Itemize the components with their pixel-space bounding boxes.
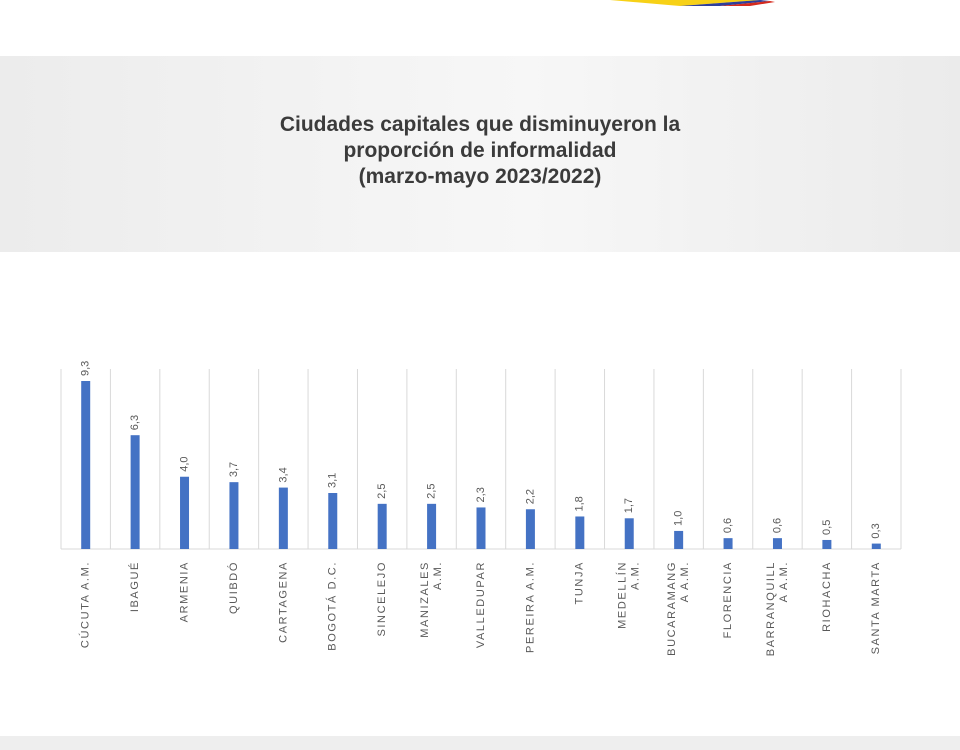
category-tick-label: CÚCUTA A.M. <box>79 561 92 648</box>
chart-title-line: proporción de informalidad <box>343 138 617 162</box>
bar <box>328 493 338 549</box>
bar <box>278 487 288 549</box>
category-tick-label: CARTAGENA <box>277 561 289 643</box>
data-label: 9,3 <box>80 361 92 376</box>
data-label: 2,3 <box>475 487 487 502</box>
bar <box>772 538 782 549</box>
data-label: 3,7 <box>228 462 240 477</box>
bar <box>723 538 733 549</box>
category-tick-label: SINCELEJO <box>376 561 388 637</box>
category-tick-label: RIOHACHA <box>821 561 833 632</box>
bar <box>674 530 684 549</box>
data-label: 1,7 <box>623 498 635 513</box>
colombia-flag-ribbon <box>610 0 775 6</box>
data-label: 0,5 <box>821 520 833 535</box>
category-tick-label: A A.M. <box>679 561 691 602</box>
bar <box>81 381 91 549</box>
category-tick-label: A.M. <box>630 561 642 590</box>
bar <box>871 543 881 549</box>
bar <box>525 509 535 549</box>
chart-title-line: (marzo-mayo 2023/2022) <box>358 164 602 188</box>
data-label: 6,3 <box>129 415 141 430</box>
category-tick-label: A.M. <box>432 561 444 590</box>
category-tick-label: TUNJA <box>574 561 586 604</box>
category-tick-label: BARRANQUILL <box>765 561 777 656</box>
category-tick-label: A A.M. <box>778 561 790 602</box>
data-label: 3,4 <box>277 467 289 482</box>
data-label: 1,8 <box>574 496 586 511</box>
title-band <box>0 56 960 252</box>
category-tick-label: VALLEDUPAR <box>475 561 487 648</box>
bar <box>476 507 486 549</box>
bar-chart: 9,3 CÚCUTA A.M. 6,3 IBAGUÉ 4,0 ARMENIA 3,7 QUIB… <box>60 361 902 656</box>
category-tick-label: FLORENCIA <box>722 561 734 638</box>
bar <box>624 518 634 549</box>
category-tick-label: BUCARAMANG <box>666 561 678 656</box>
data-label: 2,5 <box>425 484 437 499</box>
category-tick-label: BOGOTÁ D.C. <box>326 561 339 651</box>
chart-title-line: Ciudades capitales que disminuyeron la <box>279 113 681 136</box>
category-tick-label: SANTA MARTA <box>870 561 882 654</box>
data-label: 4,0 <box>178 456 190 471</box>
bar <box>575 516 585 549</box>
data-label: 2,5 <box>376 484 388 499</box>
bar <box>427 503 437 549</box>
category-tick-label: QUIBDÓ <box>227 561 240 614</box>
bar <box>180 476 190 549</box>
data-label: 2,2 <box>524 489 536 504</box>
data-label: 0,3 <box>870 523 882 538</box>
bar <box>130 435 140 549</box>
bar <box>229 482 239 549</box>
category-tick-label: MANIZALES <box>419 561 431 638</box>
footer-band <box>0 736 960 750</box>
category-tick-label: PEREIRA A.M. <box>524 561 536 653</box>
chart-title: Ciudades capitales que disminuyeron la p… <box>180 112 780 189</box>
category-tick-label: MEDELLÍN <box>616 561 629 629</box>
category-tick-label: ARMENIA <box>178 561 190 622</box>
category-tick-label: IBAGUÉ <box>128 561 141 612</box>
data-label: 0,6 <box>722 518 734 533</box>
data-label: 3,1 <box>327 473 339 488</box>
bar <box>377 503 387 549</box>
bar <box>822 539 832 549</box>
data-label: 0,6 <box>771 518 783 533</box>
data-label: 1,0 <box>673 511 685 526</box>
